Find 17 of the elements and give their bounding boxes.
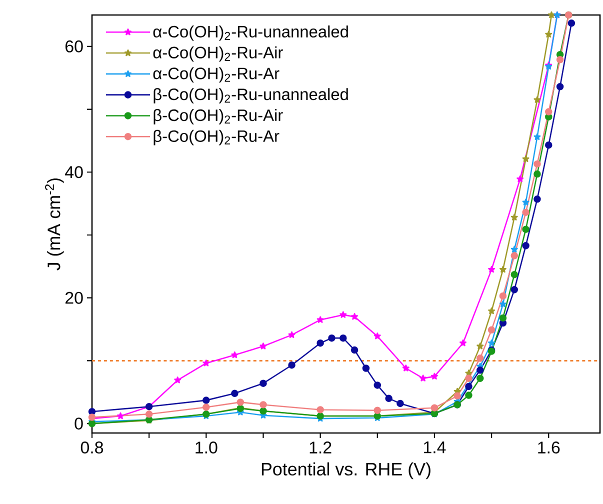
y-axis-title: J (mA cm$^{-2}$) xyxy=(45,178,64,270)
x-tick-label: 1.4 xyxy=(424,442,446,454)
legend-label: α-Co(OH)$_{2}$-Ru-Ar xyxy=(153,67,280,83)
x-axis-title: Potential vs. RHE (V) xyxy=(262,462,430,480)
legend-label: α-Co(OH)$_{2}$-Ru-Air xyxy=(153,46,283,62)
y-tick-label: 0 xyxy=(74,418,83,430)
legend-label: β-Co(OH)$_{2}$-Ru-unannealed xyxy=(154,88,348,104)
text: 1.0 xyxy=(196,442,218,454)
y-tick-label: 60 xyxy=(66,40,83,52)
legend-label: β-Co(OH)$_{2}$-Ru-Ar xyxy=(154,130,280,146)
x-tick-label: 1.6 xyxy=(538,442,560,454)
y-tick-label: 20 xyxy=(66,292,83,304)
y-tick-label: 40 xyxy=(65,166,83,178)
legend-label: α-Co(OH)$_{2}$-Ru-unannealed xyxy=(153,25,348,41)
legend-label: β-Co(OH)$_{2}$-Ru-Air xyxy=(154,109,283,124)
x-tick-label: 1.2 xyxy=(310,442,332,454)
x-tick-label: 0.8 xyxy=(80,442,104,454)
